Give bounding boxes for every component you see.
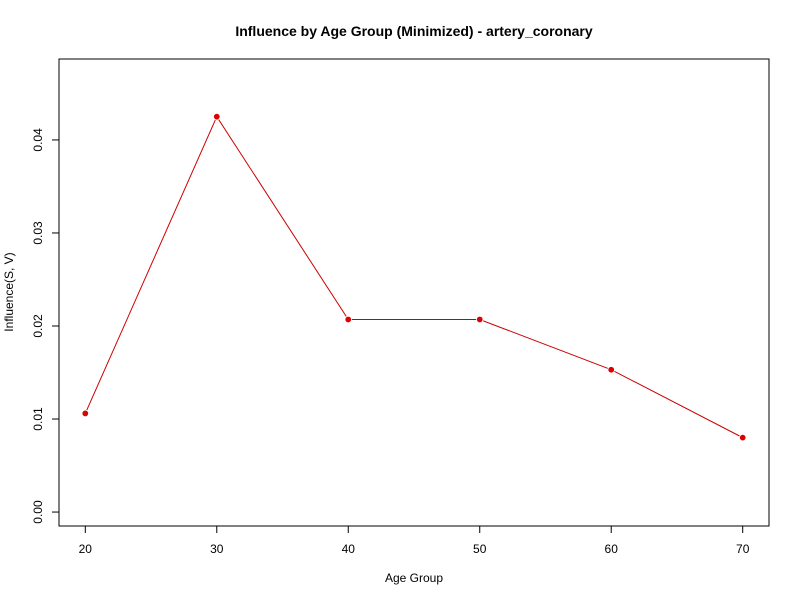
chart-title: Influence by Age Group (Minimized) - art… [235, 23, 593, 39]
y-tick-label: 0.02 [31, 314, 45, 338]
x-tick-label: 40 [342, 542, 356, 556]
x-tick-label: 70 [736, 542, 750, 556]
y-tick-label: 0.03 [31, 221, 45, 245]
plot-frame [58, 58, 770, 527]
x-tick-label: 20 [79, 542, 93, 556]
y-axis: 0.00 0.01 0.02 0.03 0.04 [31, 128, 60, 524]
y-tick-label: 0.00 [31, 500, 45, 524]
data-point [607, 366, 615, 374]
data-point [476, 315, 484, 324]
y-axis-label: Influence(S, V) [2, 252, 16, 331]
x-tick-label: 30 [210, 542, 224, 556]
y-tick-label: 0.01 [31, 407, 45, 431]
x-tick-label: 50 [473, 542, 487, 556]
series-layer [81, 112, 747, 442]
x-tick-label: 60 [605, 542, 619, 556]
data-point [213, 112, 221, 121]
y-tick-label: 0.04 [31, 128, 45, 152]
x-axis-label: Age Group [385, 571, 443, 585]
x-axis: 20 30 40 50 60 70 [79, 525, 750, 556]
data-point [81, 409, 89, 418]
data-point [344, 315, 352, 324]
data-point [739, 433, 747, 442]
series-line [84, 115, 743, 439]
